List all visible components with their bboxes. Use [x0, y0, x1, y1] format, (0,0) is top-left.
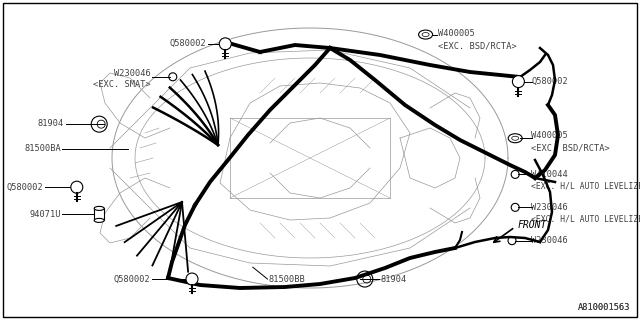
- Text: W230046: W230046: [531, 203, 568, 212]
- Circle shape: [71, 181, 83, 193]
- Text: 81904: 81904: [38, 119, 64, 128]
- Text: Q580002: Q580002: [170, 39, 206, 48]
- Text: Q580002: Q580002: [114, 275, 150, 284]
- Text: 81500BB: 81500BB: [269, 275, 305, 284]
- Circle shape: [513, 76, 524, 88]
- Text: Q580002: Q580002: [531, 77, 568, 86]
- Text: <EXC. SMAT>: <EXC. SMAT>: [93, 80, 150, 89]
- Text: W230046: W230046: [114, 69, 150, 78]
- Text: 81500BA: 81500BA: [24, 144, 61, 153]
- Text: 94071U: 94071U: [29, 210, 61, 219]
- Text: A810001563: A810001563: [578, 303, 630, 312]
- Text: W400005: W400005: [531, 132, 568, 140]
- Text: <EXC. H/L AUTO LEVELIZER>: <EXC. H/L AUTO LEVELIZER>: [531, 215, 640, 224]
- Text: W410044: W410044: [531, 170, 568, 179]
- Text: <EXC. H/L AUTO LEVELIZER>: <EXC. H/L AUTO LEVELIZER>: [531, 182, 640, 191]
- Text: W230046: W230046: [531, 236, 568, 245]
- Ellipse shape: [94, 218, 104, 222]
- Bar: [94, 208, 104, 220]
- Text: <EXC. BSD/RCTA>: <EXC. BSD/RCTA>: [531, 143, 610, 152]
- Text: A810001563: A810001563: [577, 303, 630, 313]
- Text: <EXC. BSD/RCTA>: <EXC. BSD/RCTA>: [438, 42, 517, 51]
- Text: W400005: W400005: [438, 29, 475, 38]
- Circle shape: [220, 38, 231, 50]
- Ellipse shape: [94, 206, 104, 211]
- Circle shape: [186, 273, 198, 285]
- Text: Q580002: Q580002: [7, 183, 44, 192]
- Text: FRONT: FRONT: [518, 220, 547, 230]
- Text: 81904: 81904: [381, 275, 407, 284]
